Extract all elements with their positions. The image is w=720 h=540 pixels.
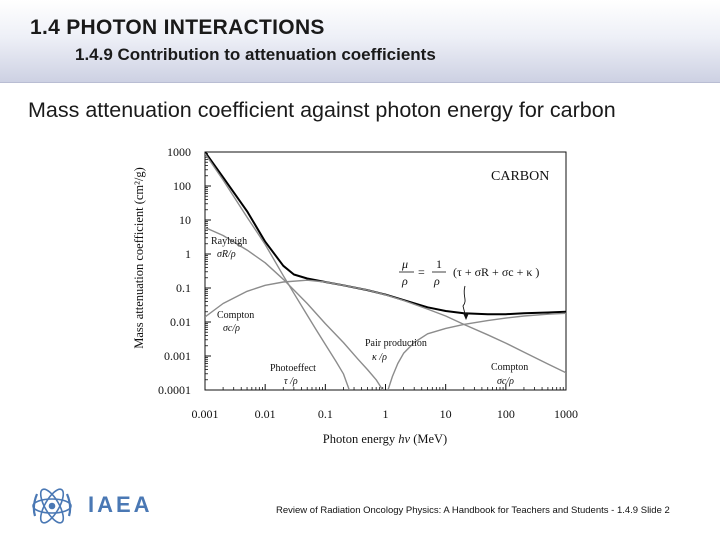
atom-emblem-icon	[32, 488, 72, 524]
label-rayleigh-symbol: σR/ρ	[217, 249, 236, 260]
label-compton-right: Compton	[491, 362, 528, 373]
y-tick-label: 10	[179, 213, 191, 227]
curves	[205, 152, 566, 390]
curve-photoeffect	[205, 153, 350, 390]
x-axis-title-unit: (MeV)	[410, 432, 447, 446]
eq-mu: μ	[401, 257, 408, 271]
label-compton-left: Compton	[217, 310, 254, 321]
eq-terms: (τ + σR + σc + κ )	[453, 265, 539, 279]
x-tick-label: 0.001	[192, 407, 219, 421]
eq-rho-2: ρ	[433, 274, 440, 288]
slide-heading: Mass attenuation coefficient against pho…	[28, 98, 616, 122]
x-tick-label: 0.1	[318, 407, 333, 421]
eq-equals: =	[418, 265, 425, 279]
curve-pair	[387, 312, 566, 390]
label-pair-symbol: κ /ρ	[372, 352, 387, 363]
label-pair: Pair production	[365, 338, 427, 349]
y-tick-label: 0.001	[164, 349, 191, 363]
x-axis-title-symbol: hν	[398, 432, 410, 446]
x-tick-label: 100	[497, 407, 515, 421]
x-axis-title-prefix: Photon energy	[323, 432, 398, 446]
footer-citation: Review of Radiation Oncology Physics: A …	[276, 505, 670, 516]
y-tick-label: 0.0001	[158, 383, 191, 397]
y-axis-title: Mass attenuation coefficient (cm²/g)	[132, 167, 146, 349]
y-tick-label: 100	[173, 179, 191, 193]
label-photoeffect: Photoeffect	[270, 363, 316, 374]
y-tick-label: 1	[185, 247, 191, 261]
logo-text: IAEA	[88, 492, 153, 517]
x-tick-label: 1	[383, 407, 389, 421]
x-axis-title: Photon energy hν (MeV)	[323, 432, 447, 446]
eq-rho-1: ρ	[401, 274, 408, 288]
label-photoeffect-symbol: τ /ρ	[284, 376, 298, 387]
slide-subtitle: 1.4.9 Contribution to attenuation coeffi…	[75, 45, 436, 64]
x-tick-label: 0.01	[255, 407, 276, 421]
y-ticks: 1000 100 10 1 0.1 0.01 0.001 0.0001	[158, 145, 211, 397]
curve-rayleigh	[205, 226, 384, 390]
label-compton-right-symbol: σc/ρ	[497, 376, 514, 387]
label-rayleigh: Rayleigh	[211, 236, 247, 247]
element-label: CARBON	[491, 169, 549, 184]
equation-pointer-head	[463, 313, 469, 320]
y-tick-label: 0.01	[170, 315, 191, 329]
x-ticks: 0.001 0.01 0.1 1 10 100 1000	[192, 384, 578, 421]
equation-pointer	[462, 285, 467, 319]
label-compton-left-symbol: σc/ρ	[223, 323, 240, 334]
x-tick-label: 1000	[554, 407, 578, 421]
y-tick-label: 0.1	[176, 281, 191, 295]
attenuation-equation: μ ρ = 1 ρ (τ + σR + σc + κ )	[399, 257, 539, 288]
eq-one: 1	[436, 257, 442, 271]
header-band	[0, 0, 720, 83]
y-tick-label: 1000	[167, 145, 191, 159]
x-tick-label: 10	[440, 407, 452, 421]
slide-title: 1.4 PHOTON INTERACTIONS	[30, 16, 325, 39]
iaea-logo	[32, 488, 72, 524]
curve-compton	[205, 279, 566, 374]
